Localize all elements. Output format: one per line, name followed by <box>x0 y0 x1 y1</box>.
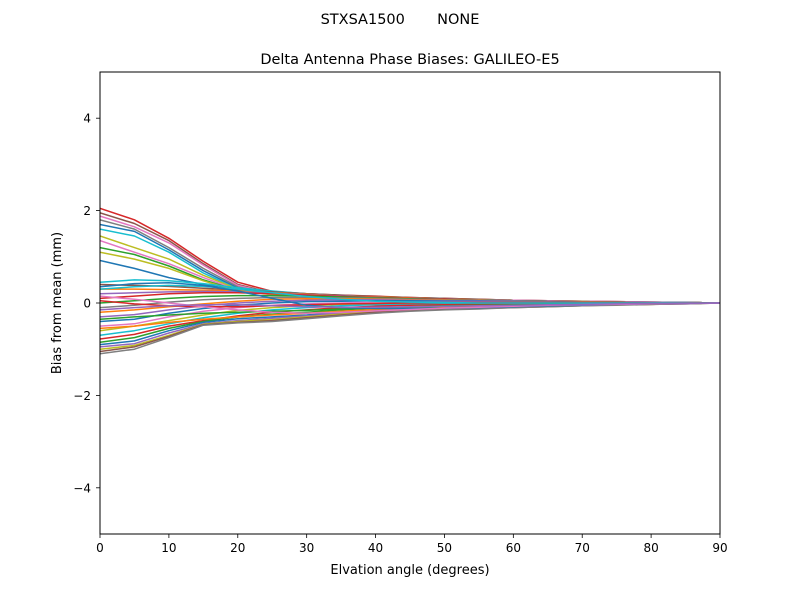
series-line-1 <box>100 207 720 304</box>
y-tick-label: −4 <box>73 481 91 495</box>
figure-suptitle: STXSA1500 NONE <box>321 12 480 28</box>
y-axis-label: Bias from mean (mm) <box>50 232 65 374</box>
x-tick-label: 70 <box>575 541 590 555</box>
series-line-38 <box>100 302 720 311</box>
series-line-35 <box>100 284 720 304</box>
x-tick-label: 20 <box>230 541 245 555</box>
x-axis: 0 10 20 30 40 50 60 70 80 90 <box>96 534 728 555</box>
series-line-10 <box>100 251 720 304</box>
series-line-31 <box>100 302 720 355</box>
y-tick-label: 0 <box>83 297 91 311</box>
y-axis: −4 −2 0 2 4 <box>73 112 100 495</box>
y-tick-label: 2 <box>83 204 91 218</box>
x-tick-label: 90 <box>712 541 727 555</box>
chart-title: Delta Antenna Phase Biases: GALILEO-E5 <box>260 52 559 68</box>
x-tick-label: 60 <box>506 541 521 555</box>
series-layer <box>100 207 720 355</box>
x-tick-label: 30 <box>299 541 314 555</box>
x-tick-label: 80 <box>643 541 658 555</box>
x-tick-label: 0 <box>96 541 104 555</box>
y-tick-label: 4 <box>83 112 91 126</box>
y-tick-label: −2 <box>73 389 91 403</box>
x-tick-label: 50 <box>437 541 452 555</box>
x-tick-label: 10 <box>161 541 176 555</box>
x-tick-label: 40 <box>368 541 383 555</box>
x-axis-label: Elvation angle (degrees) <box>330 563 489 578</box>
